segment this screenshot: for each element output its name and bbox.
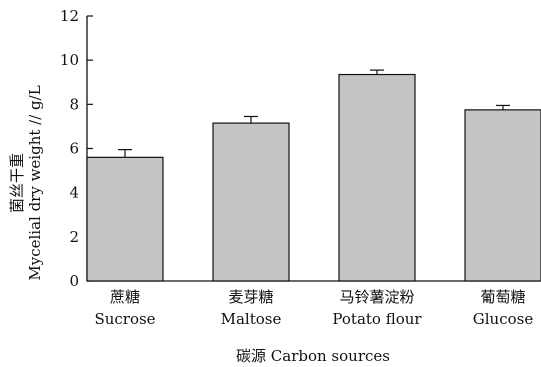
bar <box>86 156 164 282</box>
category-label-en: Maltose <box>221 310 282 328</box>
category-label-zh: 蔗糖 <box>110 288 140 306</box>
y-tick-label: 12 <box>60 7 79 25</box>
category-label-en: Potato flour <box>332 310 422 328</box>
y-tick-label: 4 <box>69 184 79 202</box>
bars <box>86 69 541 282</box>
category-label-en: Sucrose <box>94 310 155 328</box>
y-tick-label: 8 <box>69 95 79 113</box>
category-label-zh: 马铃薯淀粉 <box>339 288 414 306</box>
y-ticks: 0 2 4 6 8 10 12 <box>60 7 93 290</box>
x-labels: 蔗糖 Sucrose 麦芽糖 Maltose 马铃薯淀粉 Potato flour 葡萄糖 G… <box>94 288 533 328</box>
y-axis-label-en: Mycelial dry weight // g/L <box>26 85 44 280</box>
category-label-zh: 葡萄糖 <box>480 288 525 306</box>
y-tick-label: 10 <box>60 51 79 69</box>
y-tick-label: 0 <box>69 272 79 290</box>
y-axis-label: 菌丝干重 Mycelial dry weight // g/L <box>8 85 44 280</box>
bar <box>338 73 416 282</box>
x-axis-label: 碳源 Carbon sources <box>236 347 390 365</box>
category-label-zh: 麦芽糖 <box>228 288 273 306</box>
category-label-en: Glucose <box>473 310 534 328</box>
bar <box>464 109 541 282</box>
y-tick-label: 2 <box>69 228 79 246</box>
y-tick-label: 6 <box>69 140 79 158</box>
bar <box>212 122 290 282</box>
y-axis-label-zh: 菌丝干重 <box>8 153 26 213</box>
